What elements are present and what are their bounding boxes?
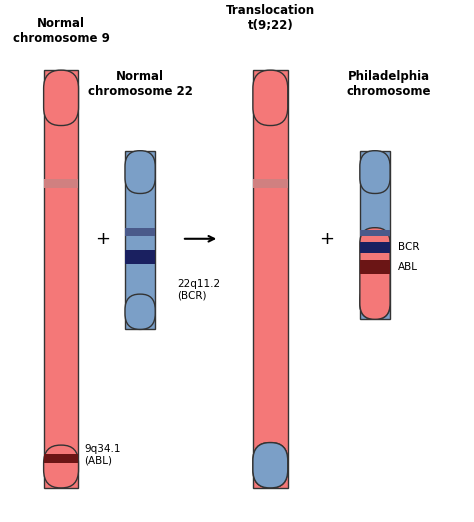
FancyBboxPatch shape	[360, 151, 390, 194]
Text: Philadelphia
chromosome: Philadelphia chromosome	[346, 70, 431, 98]
FancyBboxPatch shape	[253, 443, 288, 488]
Bar	[253, 70, 288, 488]
FancyBboxPatch shape	[44, 70, 79, 125]
Bar	[253, 180, 288, 188]
Text: Normal
chromosome 22: Normal chromosome 22	[88, 70, 192, 98]
Bar	[125, 250, 155, 264]
FancyBboxPatch shape	[253, 443, 288, 488]
Text: 9q34.1
(ABL): 9q34.1 (ABL)	[84, 444, 121, 466]
Text: +: +	[95, 230, 110, 248]
Bar	[44, 70, 79, 488]
Bar	[360, 151, 390, 319]
Text: BCR: BCR	[398, 242, 419, 252]
Bar	[44, 454, 79, 462]
Bar	[360, 242, 390, 253]
Text: +: +	[319, 230, 334, 248]
Text: Translocation
t(9;22): Translocation t(9;22)	[226, 4, 315, 32]
FancyBboxPatch shape	[125, 294, 155, 329]
Text: ABL: ABL	[398, 262, 418, 272]
Bar	[44, 180, 79, 188]
FancyBboxPatch shape	[360, 284, 390, 319]
Bar	[125, 228, 155, 236]
Bar	[360, 260, 390, 274]
FancyBboxPatch shape	[253, 70, 288, 125]
Bar	[360, 230, 390, 236]
FancyBboxPatch shape	[360, 228, 390, 319]
FancyBboxPatch shape	[44, 445, 79, 488]
Text: Normal
chromosome 9: Normal chromosome 9	[13, 17, 109, 45]
Bar	[125, 151, 155, 329]
Text: 22q11.2
(BCR): 22q11.2 (BCR)	[177, 279, 220, 301]
FancyBboxPatch shape	[125, 151, 155, 194]
